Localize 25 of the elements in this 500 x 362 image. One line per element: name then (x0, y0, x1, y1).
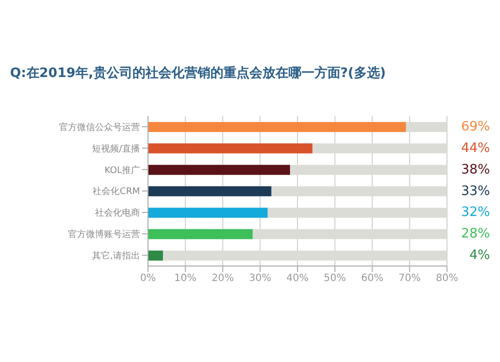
data-label: 33% (461, 184, 490, 199)
data-label: 38% (461, 162, 490, 178)
y-tick-label: 短视频/直播 (92, 143, 140, 154)
y-tick-label: 官方微博账号运营 (68, 229, 140, 240)
y-tick-label: 其它,请指出 (92, 250, 140, 262)
data-label: 4% (469, 248, 490, 264)
x-tick-label: 50% (324, 273, 346, 284)
chart-title: Q:在2019年,贵公司的社会化营销的重点会放在哪一方面?(多选) (10, 64, 386, 82)
x-tick-label: 30% (249, 273, 272, 284)
y-tick-label: 社会化电商 (95, 208, 140, 219)
x-tick-label: 40% (286, 273, 309, 284)
data-label: 32% (461, 205, 490, 220)
y-tick-label: 社会化CRM (92, 186, 140, 198)
x-tick-label: 60% (361, 273, 384, 284)
data-label: 28% (461, 226, 490, 242)
data-label: 44% (461, 140, 490, 156)
x-tick-label: 0% (140, 273, 156, 284)
x-tick-label: 20% (212, 273, 234, 284)
y-tick-label: KOL推广 (104, 164, 140, 176)
data-label: 69% (461, 120, 490, 134)
x-tick-label: 70% (398, 273, 421, 284)
x-tick-label: 80% (436, 273, 458, 284)
x-tick-label: 10% (174, 273, 196, 284)
y-tick-label: 官方微信公众号运营 (59, 122, 140, 133)
bar (148, 250, 163, 261)
